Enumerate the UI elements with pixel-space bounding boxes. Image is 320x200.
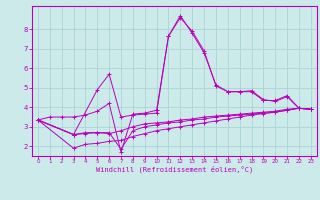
X-axis label: Windchill (Refroidissement éolien,°C): Windchill (Refroidissement éolien,°C): [96, 166, 253, 173]
